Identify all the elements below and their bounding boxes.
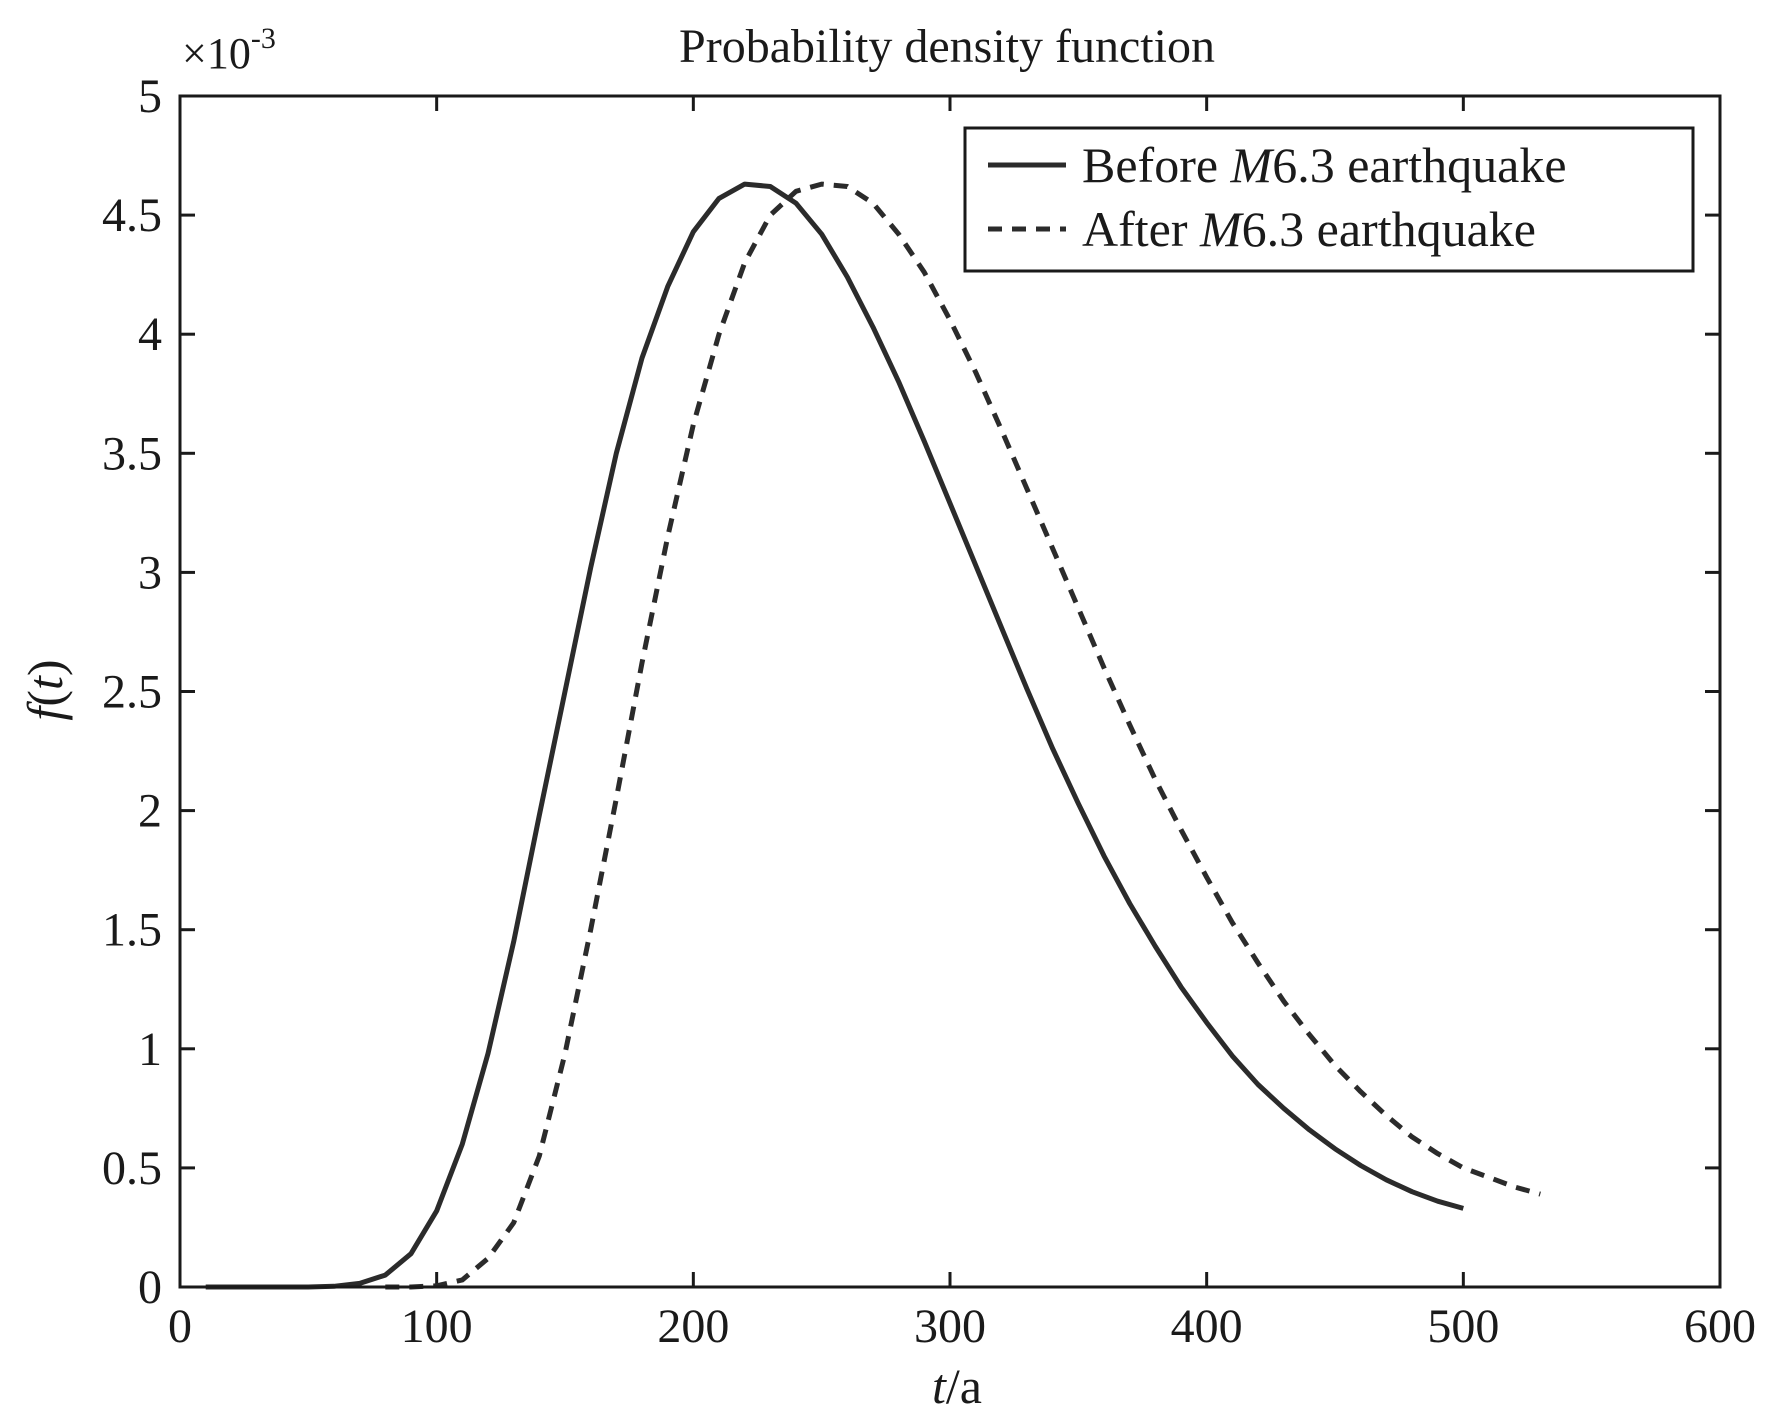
y-scale-base: ×10 (182, 29, 251, 78)
y-tick-label: 2 (138, 785, 162, 838)
y-axis-var: t (17, 675, 73, 690)
y-tick-label: 3 (138, 546, 162, 599)
series-line-after (385, 181, 1541, 1290)
series-line-before (205, 181, 1464, 1290)
x-axis-unit: /a (946, 1358, 982, 1414)
y-tick-label: 3.5 (102, 427, 162, 480)
x-axis-label: t/a (932, 1358, 982, 1414)
y-axis-close-paren: ) (17, 659, 73, 676)
legend-after-post: 6.3 earthquake (1242, 201, 1536, 257)
y-tick-label: 4.5 (102, 189, 162, 242)
legend-after-italic: M (1199, 201, 1244, 257)
y-tick-label: 4 (138, 308, 162, 361)
x-tick-label: 600 (1684, 1300, 1756, 1353)
legend-before-pre: Before (1082, 137, 1231, 193)
axis-ticks: 0 100 200 300 400 500 600 0 0.5 1 1.5 2 2.5 3 3.5 4 4.5 5 (102, 70, 1756, 1353)
x-tick-label: 0 (168, 1300, 192, 1353)
legend-before-italic: M (1230, 137, 1275, 193)
legend-label-after: After M6.3 earthquake (1082, 201, 1536, 257)
x-tick-label: 400 (1171, 1300, 1243, 1353)
legend: Before M6.3 earthquake After M6.3 earthq… (963, 126, 1695, 273)
y-tick-label: 0 (138, 1261, 162, 1314)
y-tick-label: 1 (138, 1023, 162, 1076)
y-tick-label: 0.5 (102, 1142, 162, 1195)
series-lines (205, 181, 1541, 1290)
y-axis-open-paren: ( (17, 690, 73, 707)
x-tick-label: 300 (914, 1300, 986, 1353)
y-scale-note: ×10-3 (182, 22, 276, 78)
x-tick-label: 500 (1427, 1300, 1499, 1353)
legend-after-pre: After (1082, 201, 1200, 257)
x-axis-var: t (932, 1358, 947, 1414)
legend-label-before: Before M6.3 earthquake (1082, 137, 1567, 193)
plot-frame (178, 94, 1722, 1289)
y-scale-exponent: -3 (251, 22, 276, 55)
x-tick-label: 100 (401, 1300, 473, 1353)
x-tick-label: 200 (657, 1300, 729, 1353)
y-tick-label: 1.5 (102, 904, 162, 957)
y-tick-label: 2.5 (102, 666, 162, 719)
y-axis-label: f(t) (17, 659, 73, 720)
chart-title: Probability density function (679, 20, 1215, 73)
legend-before-post: 6.3 earthquake (1272, 137, 1566, 193)
y-tick-label: 5 (138, 70, 162, 123)
legend-box (963, 126, 1695, 273)
